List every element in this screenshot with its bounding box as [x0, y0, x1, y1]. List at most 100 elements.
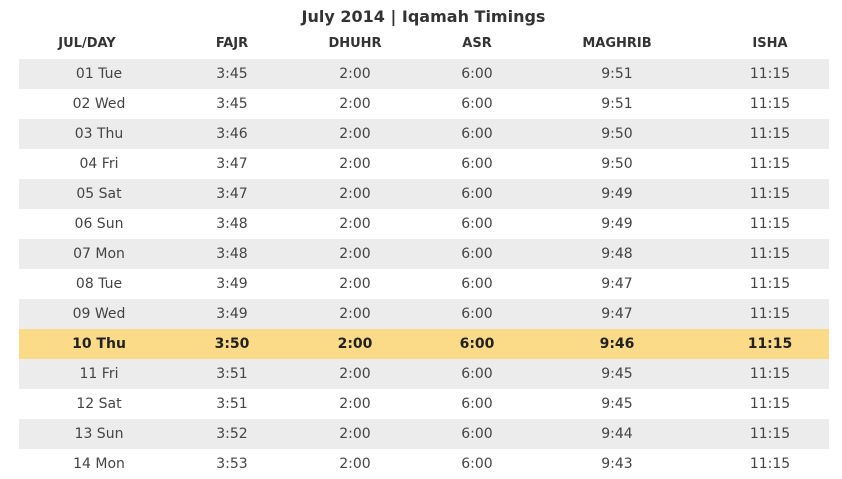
- day-cell: 11 Fri: [79, 366, 119, 382]
- maghrib-cell: 9:50: [601, 126, 633, 142]
- isha-cell: 11:15: [749, 396, 791, 412]
- fajr-cell: 3:45: [216, 66, 248, 82]
- table-row: 14 Mon 3:53 2:00 6:00 9:43 11:15: [19, 449, 829, 479]
- isha-cell: 11:15: [749, 306, 791, 322]
- dhuhr-cell: 2:00: [339, 186, 371, 202]
- day-cell: 09 Wed: [72, 306, 126, 322]
- table-row: 03 Thu 3:46 2:00 6:00 9:50 11:15: [19, 119, 829, 149]
- table-row: 07 Mon 3:48 2:00 6:00 9:48 11:15: [19, 239, 829, 269]
- maghrib-cell: 9:46: [599, 336, 635, 352]
- maghrib-cell: 9:47: [601, 276, 633, 292]
- page-title: July 2014 | Iqamah Timings: [301, 7, 546, 26]
- dhuhr-cell: 2:00: [339, 216, 371, 232]
- isha-cell: 11:15: [749, 366, 791, 382]
- table-row: 12 Sat 3:51 2:00 6:00 9:45 11:15: [19, 389, 829, 419]
- column-header-asr: ASR: [462, 36, 492, 51]
- table-row: 05 Sat 3:47 2:00 6:00 9:49 11:15: [19, 179, 829, 209]
- day-cell: 07 Mon: [73, 246, 125, 262]
- maghrib-cell: 9:51: [601, 96, 633, 112]
- table-row: 06 Sun 3:48 2:00 6:00 9:49 11:15: [19, 209, 829, 239]
- iqamah-table: JUL/DAY FAJR DHUHR ASR MAGHRIB ISHA 01 T…: [19, 29, 829, 479]
- asr-cell: 6:00: [459, 336, 495, 352]
- table-row-today: 10 Thu 3:50 2:00 6:00 9:46 11:15: [19, 329, 829, 359]
- table-row: 11 Fri 3:51 2:00 6:00 9:45 11:15: [19, 359, 829, 389]
- table-row: 04 Fri 3:47 2:00 6:00 9:50 11:15: [19, 149, 829, 179]
- asr-cell: 6:00: [461, 246, 493, 262]
- asr-cell: 6:00: [461, 156, 493, 172]
- maghrib-cell: 9:47: [601, 306, 633, 322]
- fajr-cell: 3:49: [216, 306, 248, 322]
- dhuhr-cell: 2:00: [339, 426, 371, 442]
- day-cell: 13 Sun: [74, 426, 124, 442]
- isha-cell: 11:15: [747, 336, 793, 352]
- isha-cell: 11:15: [749, 426, 791, 442]
- maghrib-cell: 9:45: [601, 366, 633, 382]
- asr-cell: 6:00: [461, 186, 493, 202]
- fajr-cell: 3:48: [216, 246, 248, 262]
- fajr-cell: 3:47: [216, 156, 248, 172]
- column-header-day: JUL/DAY: [58, 36, 116, 51]
- asr-cell: 6:00: [461, 306, 493, 322]
- day-cell: 10 Thu: [72, 336, 126, 352]
- fajr-cell: 3:51: [216, 366, 248, 382]
- table-row: 02 Wed 3:45 2:00 6:00 9:51 11:15: [19, 89, 829, 119]
- table-row: 08 Tue 3:49 2:00 6:00 9:47 11:15: [19, 269, 829, 299]
- fajr-cell: 3:50: [214, 336, 250, 352]
- maghrib-cell: 9:43: [601, 456, 633, 472]
- isha-cell: 11:15: [749, 276, 791, 292]
- dhuhr-cell: 2:00: [339, 66, 371, 82]
- fajr-cell: 3:49: [216, 276, 248, 292]
- dhuhr-cell: 2:00: [339, 276, 371, 292]
- maghrib-cell: 9:49: [601, 216, 633, 232]
- asr-cell: 6:00: [461, 426, 493, 442]
- day-cell: 08 Tue: [75, 276, 123, 292]
- dhuhr-cell: 2:00: [339, 156, 371, 172]
- asr-cell: 6:00: [461, 276, 493, 292]
- fajr-cell: 3:52: [216, 426, 248, 442]
- asr-cell: 6:00: [461, 126, 493, 142]
- column-header-maghrib: MAGHRIB: [582, 36, 652, 51]
- isha-cell: 11:15: [749, 216, 791, 232]
- column-header-fajr: FAJR: [215, 36, 249, 51]
- isha-cell: 11:15: [749, 66, 791, 82]
- fajr-cell: 3:46: [216, 126, 248, 142]
- dhuhr-cell: 2:00: [339, 126, 371, 142]
- day-cell: 04 Fri: [79, 156, 119, 172]
- fajr-cell: 3:47: [216, 186, 248, 202]
- dhuhr-cell: 2:00: [339, 96, 371, 112]
- fajr-cell: 3:51: [216, 396, 248, 412]
- day-cell: 14 Mon: [73, 456, 125, 472]
- asr-cell: 6:00: [461, 66, 493, 82]
- isha-cell: 11:15: [749, 186, 791, 202]
- dhuhr-cell: 2:00: [337, 336, 373, 352]
- maghrib-cell: 9:50: [601, 156, 633, 172]
- day-cell: 05 Sat: [76, 186, 122, 202]
- isha-cell: 11:15: [749, 96, 791, 112]
- day-cell: 02 Wed: [72, 96, 126, 112]
- dhuhr-cell: 2:00: [339, 396, 371, 412]
- fajr-cell: 3:45: [216, 96, 248, 112]
- table-row: 13 Sun 3:52 2:00 6:00 9:44 11:15: [19, 419, 829, 449]
- maghrib-cell: 9:49: [601, 186, 633, 202]
- day-cell: 01 Tue: [75, 66, 123, 82]
- column-header-isha: ISHA: [752, 36, 788, 51]
- dhuhr-cell: 2:00: [339, 306, 371, 322]
- dhuhr-cell: 2:00: [339, 366, 371, 382]
- isha-cell: 11:15: [749, 456, 791, 472]
- isha-cell: 11:15: [749, 246, 791, 262]
- asr-cell: 6:00: [461, 96, 493, 112]
- table-row: 01 Tue 3:45 2:00 6:00 9:51 11:15: [19, 59, 829, 89]
- maghrib-cell: 9:44: [601, 426, 633, 442]
- asr-cell: 6:00: [461, 366, 493, 382]
- maghrib-cell: 9:51: [601, 66, 633, 82]
- isha-cell: 11:15: [749, 156, 791, 172]
- isha-cell: 11:15: [749, 126, 791, 142]
- day-cell: 12 Sat: [76, 396, 122, 412]
- dhuhr-cell: 2:00: [339, 246, 371, 262]
- maghrib-cell: 9:48: [601, 246, 633, 262]
- asr-cell: 6:00: [461, 456, 493, 472]
- day-cell: 06 Sun: [74, 216, 124, 232]
- asr-cell: 6:00: [461, 396, 493, 412]
- column-header-dhuhr: DHUHR: [328, 36, 382, 51]
- table-row: 09 Wed 3:49 2:00 6:00 9:47 11:15: [19, 299, 829, 329]
